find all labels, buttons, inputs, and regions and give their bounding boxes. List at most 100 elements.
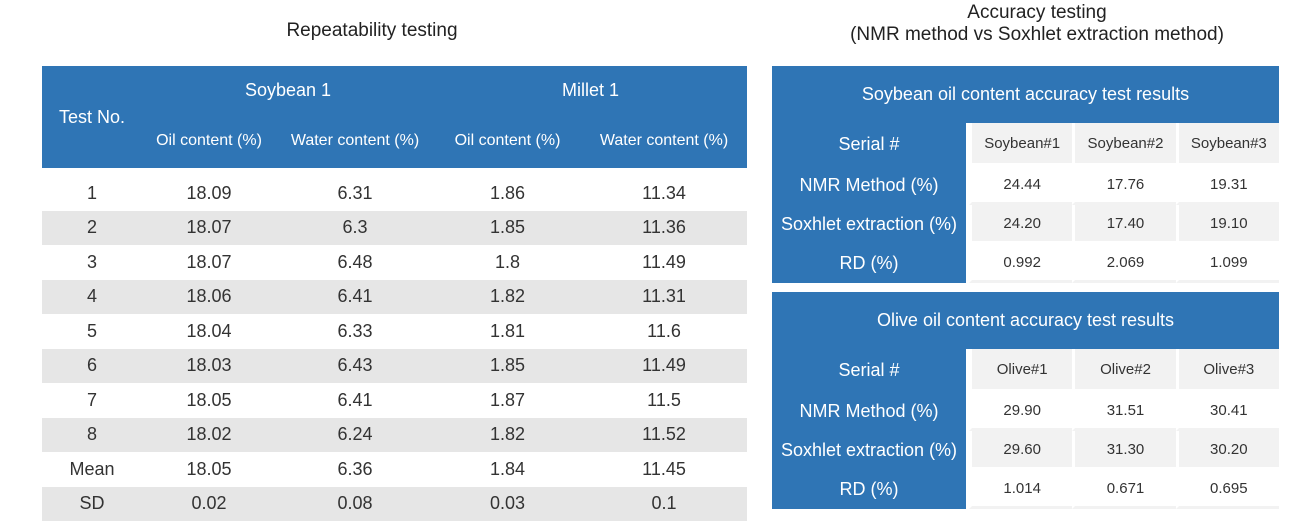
group-header-soybean: Soybean 1 <box>142 66 435 114</box>
table-cell: 2.069 <box>1072 244 1176 283</box>
table-cell: 11.31 <box>581 279 748 314</box>
subheader-water-soybean: Water content (%) <box>276 114 435 168</box>
table-cell: 1.82 <box>434 417 582 452</box>
table-cell: 6.31 <box>276 176 435 211</box>
serial-label: Serial # <box>772 123 969 166</box>
subheader-water-millet: Water content (%) <box>581 114 748 168</box>
table-row: 2 18.07 6.3 1.85 11.36 <box>42 210 748 245</box>
olive-accuracy-block: Olive oil content accuracy test results … <box>772 292 1279 509</box>
subheader-oil-soybean: Oil content (%) <box>142 114 276 168</box>
group-header-millet: Millet 1 <box>434 66 748 114</box>
row-label: Soxhlet extraction (%) <box>772 205 969 244</box>
table-row: Soxhlet extraction (%) 24.20 17.40 19.10 <box>772 205 1279 244</box>
table-cell: 1.87 <box>434 383 582 418</box>
table-cell: 11.49 <box>581 348 748 383</box>
table-cell: 17.76 <box>1072 166 1176 205</box>
table-row: NMR Method (%) 24.44 17.76 19.31 <box>772 166 1279 205</box>
table-cell: 0.695 <box>1175 470 1279 509</box>
table-cell: 18.06 <box>142 279 276 314</box>
table-row: 5 18.04 6.33 1.81 11.6 <box>42 314 748 349</box>
table-cell: 1.014 <box>969 470 1073 509</box>
table-cell: 11.45 <box>581 452 748 487</box>
sample-header: Soybean#3 <box>1175 123 1279 166</box>
table-row: 4 18.06 6.41 1.82 11.31 <box>42 279 748 314</box>
table-cell: 6.41 <box>276 383 435 418</box>
table-cell: 0.992 <box>969 244 1073 283</box>
sample-header: Soybean#2 <box>1072 123 1176 166</box>
table-cell: 0.03 <box>434 486 582 521</box>
accuracy-title: Accuracy testing (NMR method vs Soxhlet … <box>772 2 1293 46</box>
sample-header: Olive#1 <box>969 349 1073 392</box>
table-cell: 19.10 <box>1175 205 1279 244</box>
table-cell: 30.20 <box>1175 431 1279 470</box>
table-cell: 11.5 <box>581 383 748 418</box>
table-cell: 18.07 <box>142 210 276 245</box>
table-cell: 6.48 <box>276 245 435 280</box>
table-cell: 29.60 <box>969 431 1073 470</box>
table-cell: 17.40 <box>1072 205 1176 244</box>
table-cell: 1.8 <box>434 245 582 280</box>
table-cell: 1.84 <box>434 452 582 487</box>
table-cell: 18.03 <box>142 348 276 383</box>
table-cell: 6.41 <box>276 279 435 314</box>
table-row: Mean 18.05 6.36 1.84 11.45 <box>42 452 748 487</box>
row-label: NMR Method (%) <box>772 166 969 205</box>
accuracy-title-line2: (NMR method vs Soxhlet extraction method… <box>850 24 1224 45</box>
row-label: SD <box>42 486 142 521</box>
table-cell: 31.51 <box>1072 392 1176 431</box>
olive-accuracy-header: Olive oil content accuracy test results <box>772 292 1279 349</box>
table-cell: 18.07 <box>142 245 276 280</box>
table-row: 3 18.07 6.48 1.8 11.49 <box>42 245 748 280</box>
table-cell: 1.86 <box>434 176 582 211</box>
table-cell: 1.81 <box>434 314 582 349</box>
table-cell: 18.05 <box>142 452 276 487</box>
subheader-oil-millet: Oil content (%) <box>434 114 582 168</box>
table-cell: 24.44 <box>969 166 1073 205</box>
table-cell: 1.85 <box>434 348 582 383</box>
sample-header: Soybean#1 <box>969 123 1073 166</box>
row-label: RD (%) <box>772 244 969 283</box>
table-cell: 11.6 <box>581 314 748 349</box>
table-cell: 11.52 <box>581 417 748 452</box>
accuracy-title-line1: Accuracy testing <box>967 2 1107 23</box>
row-label: 2 <box>42 210 142 245</box>
table-cell: 24.20 <box>969 205 1073 244</box>
soybean-accuracy-table: Serial # Soybean#1 Soybean#2 Soybean#3 N… <box>772 123 1279 283</box>
table-cell: 11.49 <box>581 245 748 280</box>
table-cell: 31.30 <box>1072 431 1176 470</box>
sample-header: Olive#2 <box>1072 349 1176 392</box>
table-cell: 0.671 <box>1072 470 1176 509</box>
row-label: 3 <box>42 245 142 280</box>
soybean-accuracy-block: Soybean oil content accuracy test result… <box>772 66 1279 283</box>
repeatability-title: Repeatability testing <box>286 20 458 41</box>
table-cell: 0.08 <box>276 486 435 521</box>
row-label: 5 <box>42 314 142 349</box>
table-row: 7 18.05 6.41 1.87 11.5 <box>42 383 748 418</box>
table-row: Soxhlet extraction (%) 29.60 31.30 30.20 <box>772 431 1279 470</box>
serial-label: Serial # <box>772 349 969 392</box>
table-cell: 6.36 <box>276 452 435 487</box>
table-row: 8 18.02 6.24 1.82 11.52 <box>42 417 748 452</box>
olive-accuracy-table: Serial # Olive#1 Olive#2 Olive#3 NMR Met… <box>772 349 1279 509</box>
row-label: Mean <box>42 452 142 487</box>
table-cell: 1.099 <box>1175 244 1279 283</box>
table-cell: 18.05 <box>142 383 276 418</box>
row-label: Soxhlet extraction (%) <box>772 431 969 470</box>
table-cell: 0.02 <box>142 486 276 521</box>
table-cell: 6.33 <box>276 314 435 349</box>
table-cell: 29.90 <box>969 392 1073 431</box>
table-cell: 11.34 <box>581 176 748 211</box>
sample-header: Olive#3 <box>1175 349 1279 392</box>
row-label: 4 <box>42 279 142 314</box>
table-cell: 18.09 <box>142 176 276 211</box>
repeatability-table: Test No. Soybean 1 Millet 1 Oil content … <box>42 66 748 521</box>
table-cell: 11.36 <box>581 210 748 245</box>
row-label: 6 <box>42 348 142 383</box>
table-cell: 1.82 <box>434 279 582 314</box>
table-cell: 0.1 <box>581 486 748 521</box>
table-cell: 6.3 <box>276 210 435 245</box>
table-row: RD (%) 0.992 2.069 1.099 <box>772 244 1279 283</box>
table-row: 1 18.09 6.31 1.86 11.34 <box>42 176 748 211</box>
row-label: 1 <box>42 176 142 211</box>
table-cell: 6.43 <box>276 348 435 383</box>
